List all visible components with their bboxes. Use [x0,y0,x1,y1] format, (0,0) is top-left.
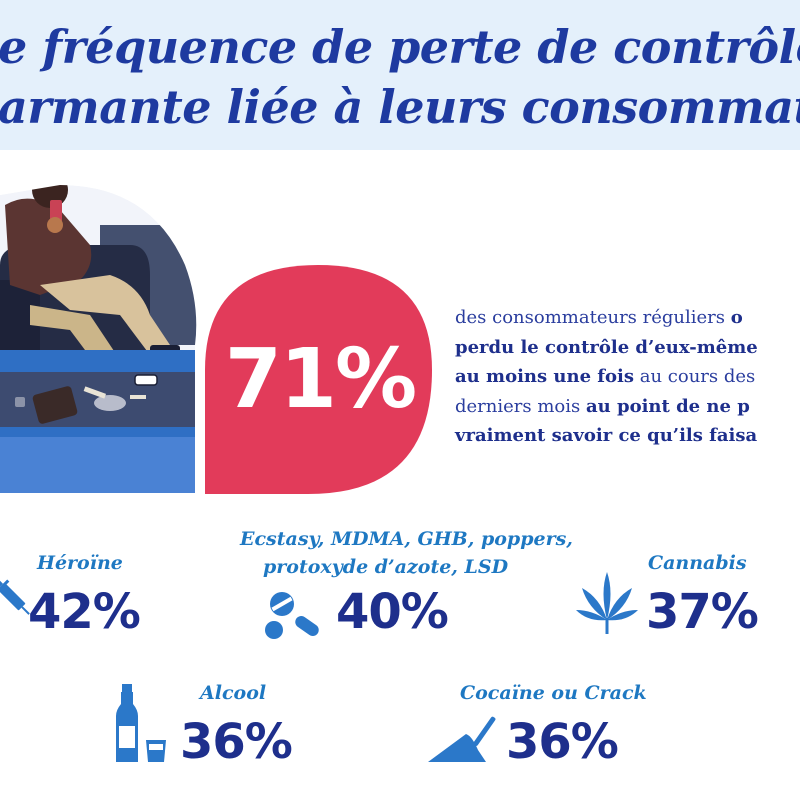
main-stat-drop: 71% [200,262,440,494]
alcool-label: Alcool [200,682,267,704]
cocaine-label: Cocaïne ou Crack [460,682,647,704]
powder-straw-icon [428,716,496,762]
person-couch-illustration [0,185,197,493]
description-bold: vraiment savoir ce qu’ils faisa [455,425,758,446]
alcool-value: 36% [180,714,293,770]
cannabis-value: 37% [646,584,759,640]
ecstasy-label-line-1: Ecstasy, MDMA, GHB, poppers, [240,528,573,550]
title-line-2: armante liée à leurs consommati [0,80,800,134]
description-line-1: des consommateurs réguliers o [455,303,800,333]
main-stat-value: 71% [224,332,417,427]
ecstasy-label-line-2: protoxyde d’azote, LSD [263,556,509,578]
description-text: des consommateurs réguliers [455,307,731,328]
pills-icon [265,592,319,639]
title-banner: e fréquence de perte de contrôle armante… [0,0,800,150]
description-bold: perdu le contrôle d’eux-même [455,336,758,358]
title-line-1: e fréquence de perte de contrôle [0,20,800,74]
heroine-label: Héroïne [37,552,123,574]
description-line-2: perdu le contrôle d’eux-même [455,333,800,363]
cocaine-value: 36% [506,714,619,770]
cannabis-leaf-icon [576,572,638,634]
syringe-icon [0,578,30,615]
description-bold: o [730,307,743,328]
description-line-4: derniers mois au point de ne p [455,392,800,422]
description-bold: au moins une fois [455,366,635,387]
description-line-3: au moins une fois au cours des [455,362,800,392]
description-text: derniers mois [455,395,586,417]
bottle-and-glass-icon [116,684,166,762]
heroine-value: 42% [28,584,141,640]
description-line-5: vraiment savoir ce qu’ils faisa [455,421,800,451]
ecstasy-value: 40% [336,584,449,640]
drop-shape [205,265,432,494]
description-text: au cours des [634,366,756,387]
description-bold: au point de ne p [585,395,750,417]
cannabis-label: Cannabis [648,552,747,574]
main-stat-description: des consommateurs réguliers o perdu le c… [455,303,800,451]
